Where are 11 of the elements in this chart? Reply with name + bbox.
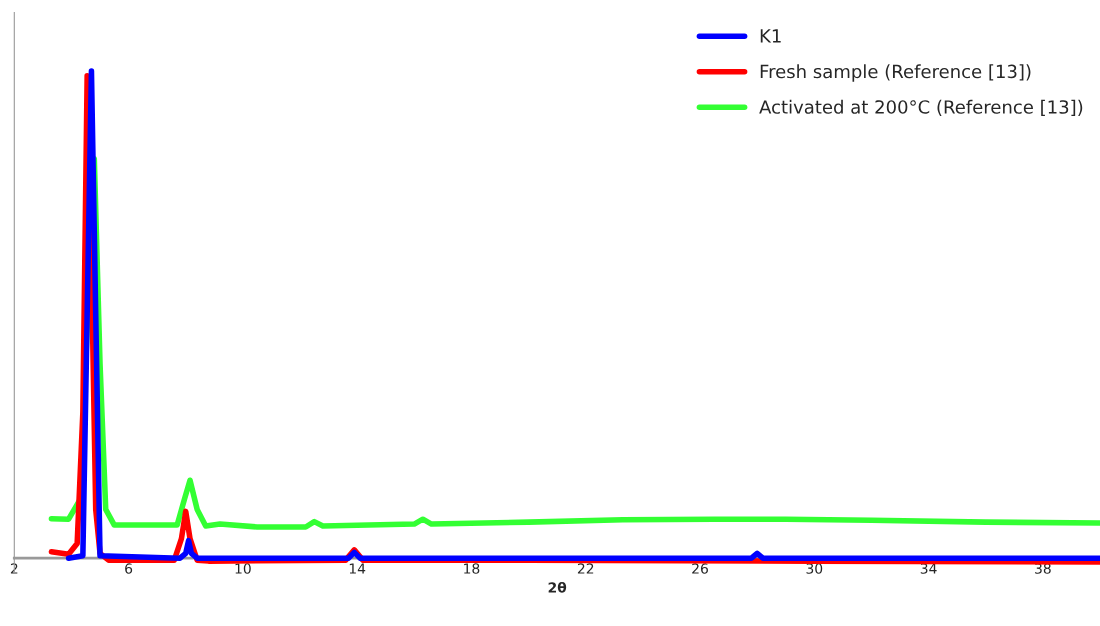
x-tick-label: 6	[125, 563, 133, 574]
x-tick-label: 26	[692, 563, 708, 574]
legend-label: Activated at 200°C (Reference [13])	[759, 99, 1083, 116]
x-tick-label: 22	[577, 563, 594, 574]
x-tick-label: 14	[349, 563, 366, 574]
x-tick-label: 18	[464, 563, 480, 574]
legend-label: K1	[760, 29, 781, 43]
x-tick-label: 10	[235, 563, 251, 574]
x-axis-title: 2θ	[548, 581, 567, 593]
legend-label: Fresh sample (Reference [13])	[760, 64, 1031, 82]
x-tick-label: 2	[10, 563, 18, 574]
